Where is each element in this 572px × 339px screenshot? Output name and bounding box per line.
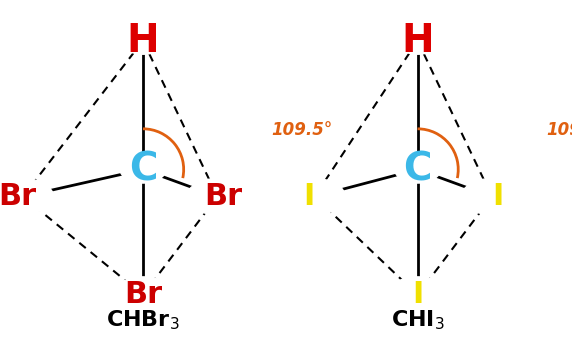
Text: I: I	[412, 280, 423, 310]
Text: Br: Br	[124, 280, 162, 310]
Text: I: I	[303, 182, 315, 211]
Text: C: C	[403, 151, 432, 188]
Text: Br: Br	[204, 182, 242, 211]
Text: I: I	[492, 182, 503, 211]
Circle shape	[387, 277, 448, 313]
Text: C: C	[129, 151, 157, 188]
Text: CHBr$_3$: CHBr$_3$	[106, 308, 180, 332]
Circle shape	[395, 27, 440, 54]
Circle shape	[284, 179, 345, 215]
Text: H: H	[126, 22, 160, 60]
Text: Br: Br	[0, 182, 36, 211]
Circle shape	[462, 179, 522, 215]
Text: 109.5°: 109.5°	[546, 121, 572, 139]
Text: CHI$_3$: CHI$_3$	[391, 308, 444, 332]
Circle shape	[0, 179, 53, 215]
Circle shape	[395, 156, 440, 183]
Circle shape	[187, 179, 248, 215]
Text: H: H	[401, 22, 434, 60]
Circle shape	[120, 27, 166, 54]
Circle shape	[120, 156, 166, 183]
Text: 109.5°: 109.5°	[272, 121, 333, 139]
Circle shape	[113, 277, 173, 313]
